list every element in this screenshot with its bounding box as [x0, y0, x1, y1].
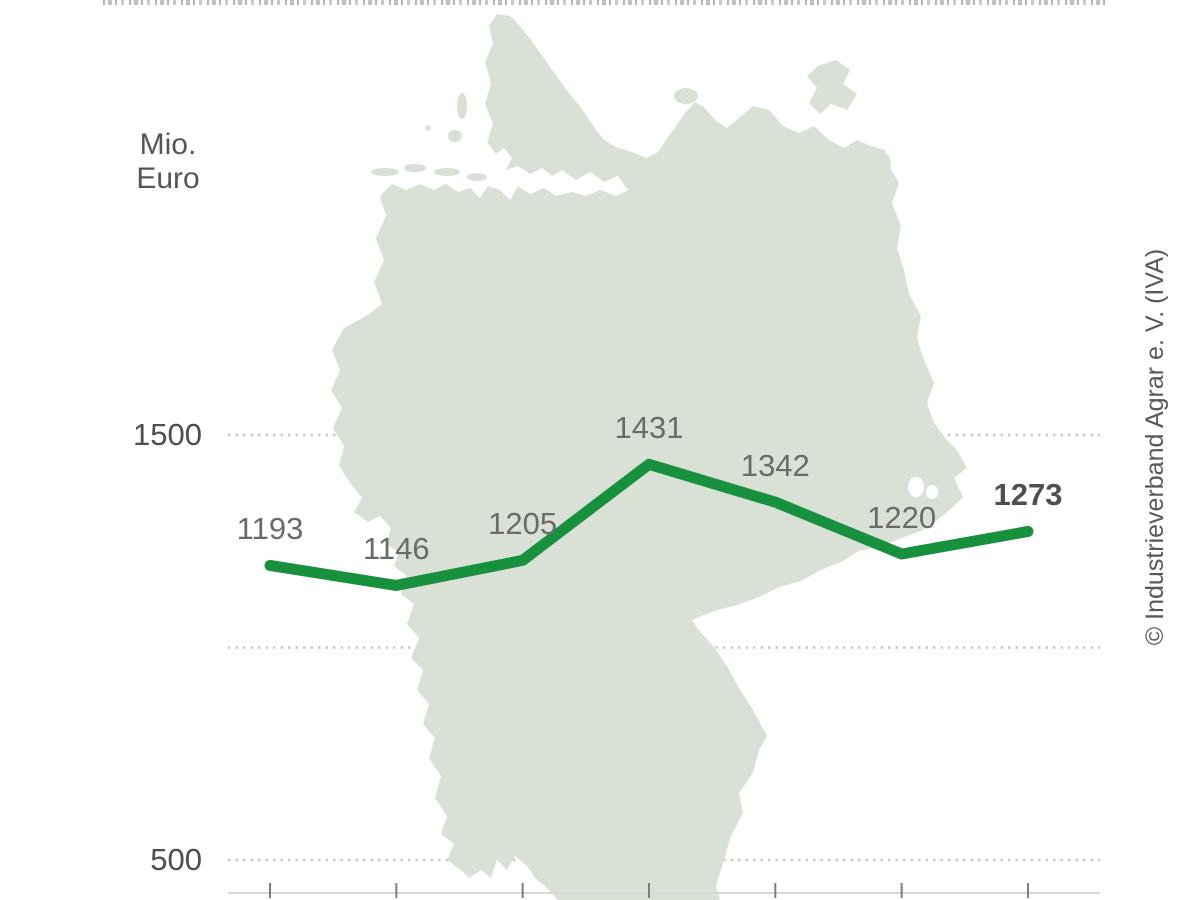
clipped-title-remnant — [103, 0, 1106, 5]
data-point-label: 1342 — [740, 448, 810, 484]
island-north-frisian — [457, 93, 467, 119]
island-usedom — [877, 153, 891, 175]
island-helgoland — [425, 125, 431, 131]
island-east-frisian — [434, 168, 460, 176]
island-north-frisian — [448, 130, 462, 142]
y-axis-tick-1500: 1500 — [133, 417, 202, 452]
source-credit: © Industrieverband Agrar e. V. (IVA) — [1141, 248, 1169, 646]
island-fehmarn — [674, 88, 698, 104]
data-line — [264, 458, 1034, 591]
data-point-label: 1193 — [236, 511, 304, 547]
y-axis-unit-line1: Mio. — [139, 128, 197, 161]
y-axis-tick-500: 500 — [150, 842, 202, 877]
germany-map — [331, 14, 967, 900]
island-east-frisian — [467, 173, 487, 181]
x-axis — [228, 883, 1100, 898]
x-axis-ticks — [269, 883, 1029, 898]
germany-mainland — [331, 14, 967, 900]
y-axis-unit-line2: Euro — [136, 162, 200, 195]
data-point-label: 1146 — [362, 531, 430, 567]
lake — [926, 485, 938, 499]
island-ruegen — [807, 60, 857, 114]
y-axis-unit-label: Mio. Euro — [108, 128, 228, 196]
island-east-frisian — [371, 168, 399, 176]
data-point-label: 1205 — [488, 506, 558, 542]
data-point-label: 1431 — [614, 410, 684, 446]
island-east-frisian — [404, 164, 426, 172]
data-point-label: 1273 — [993, 477, 1063, 513]
lake-mueritz — [908, 477, 924, 497]
data-point-label: 1220 — [867, 500, 937, 535]
